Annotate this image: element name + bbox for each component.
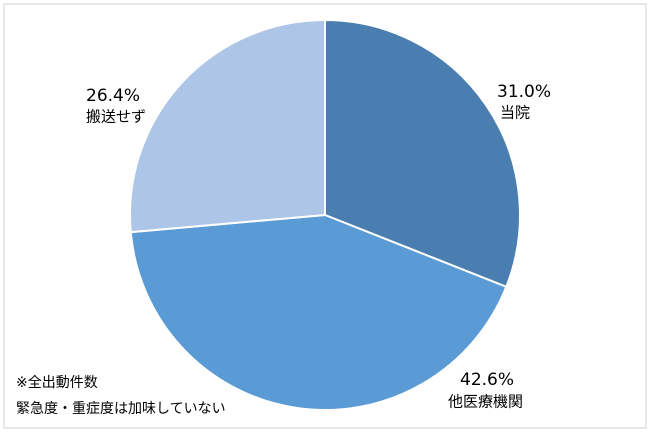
note: ※全出動件数 bbox=[16, 374, 98, 391]
pie-slice bbox=[129, 213, 508, 411]
pie-slice bbox=[324, 18, 521, 289]
category-label: 他医療機関 bbox=[448, 393, 523, 411]
note: 緊急度・重症度は加味していない bbox=[16, 401, 226, 417]
pie-slice bbox=[129, 18, 326, 234]
value-label: 42.6% bbox=[460, 370, 514, 390]
category-label: 当院 bbox=[500, 104, 530, 122]
category-label: 搬送せず bbox=[86, 108, 146, 126]
value-label: 26.4% bbox=[86, 86, 140, 106]
value-label: 31.0% bbox=[497, 82, 551, 102]
